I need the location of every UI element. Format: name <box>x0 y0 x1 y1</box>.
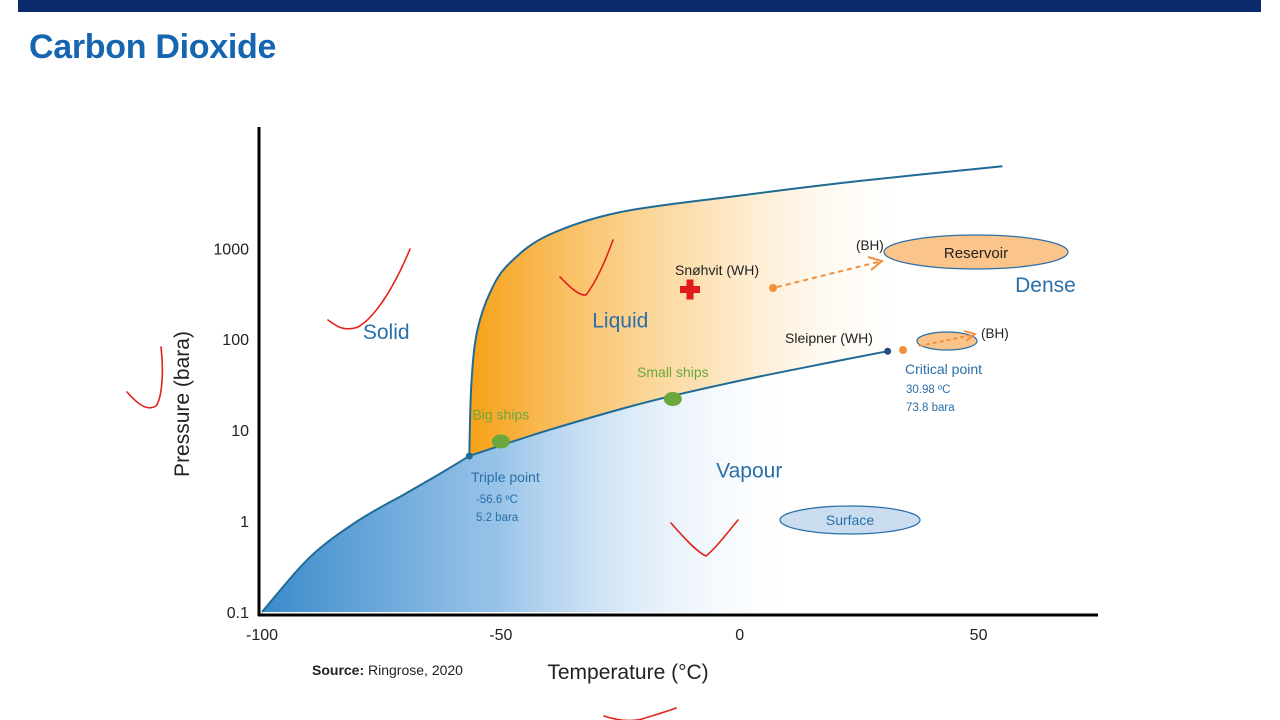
handwritten-check-mark <box>126 346 164 409</box>
y-tick-label: 1 <box>240 514 249 531</box>
triple-point-pressure: 5.2 bara <box>476 512 519 524</box>
y-tick-label: 10 <box>231 423 249 440</box>
reservoir-ellipse <box>883 234 1069 270</box>
y-tick-label: 100 <box>222 332 249 349</box>
surface-ellipse <box>779 505 921 535</box>
x-axis-label: Temperature (°C) <box>547 661 708 684</box>
sleipner-label: Sleipner (WH) <box>785 330 873 346</box>
critical-point-marker <box>884 347 892 355</box>
critical-point-pressure: 73.8 bara <box>906 402 955 414</box>
snohvit-wellhead-point <box>769 284 777 292</box>
ship-point-label: Big ships <box>472 407 529 423</box>
source-citation: Source: Ringrose, 2020 <box>312 662 463 678</box>
critical-point-temperature: 30.98 ºC <box>906 384 950 396</box>
triple-point-marker <box>465 452 473 460</box>
triple-point-label: Triple point <box>471 469 540 485</box>
triple-point-temperature: -56.6 ºC <box>476 494 518 506</box>
ship-point-label: Small ships <box>637 364 709 380</box>
x-tick-label: -100 <box>246 627 278 644</box>
surface-label: Surface <box>826 512 874 528</box>
sublimation-curve <box>261 455 470 613</box>
top-banner <box>18 0 1261 12</box>
x-tick-label: 0 <box>735 627 744 644</box>
critical-point-label: Critical point <box>905 361 982 377</box>
reservoir-label: Reservoir <box>944 245 1008 262</box>
region-label-vapour: Vapour <box>716 460 782 483</box>
sleipner-wellhead-point <box>899 346 907 354</box>
snohvit-label: Snøhvit (WH) <box>675 262 759 278</box>
handwritten-check-mark <box>327 248 411 330</box>
bh-label-top: (BH) <box>856 238 884 253</box>
melting-curve <box>468 165 1003 457</box>
sleipner-arrowhead <box>963 330 977 342</box>
ship-point-marker <box>491 434 510 449</box>
ship-point-marker <box>663 392 682 407</box>
y-tick-label: 1000 <box>213 241 249 258</box>
y-axis-label: Pressure (bara) <box>171 331 194 477</box>
vapour-region-fill <box>262 351 888 612</box>
sleipner-arrow <box>918 334 973 347</box>
region-label-dense: Dense <box>1015 274 1076 297</box>
handwritten-check-mark <box>603 707 677 720</box>
snohvit-arrowhead <box>867 256 885 271</box>
x-tick-label: -50 <box>489 627 512 644</box>
source-text: Ringrose, 2020 <box>368 662 463 678</box>
region-label-solid: Solid <box>363 321 410 344</box>
vaporisation-curve <box>468 350 888 457</box>
red-cross-icon <box>680 279 700 300</box>
y-tick-label: 0.1 <box>227 605 249 622</box>
bh-label-right: (BH) <box>981 326 1009 341</box>
source-label: Source: <box>312 662 365 678</box>
handwritten-check-mark <box>670 519 739 557</box>
x-tick-label: 50 <box>970 627 988 644</box>
slide-title: Carbon Dioxide <box>29 28 277 66</box>
region-label-liquid: Liquid <box>592 309 648 332</box>
handwritten-check-mark <box>559 239 614 296</box>
liquid-region-fill <box>469 166 1003 456</box>
